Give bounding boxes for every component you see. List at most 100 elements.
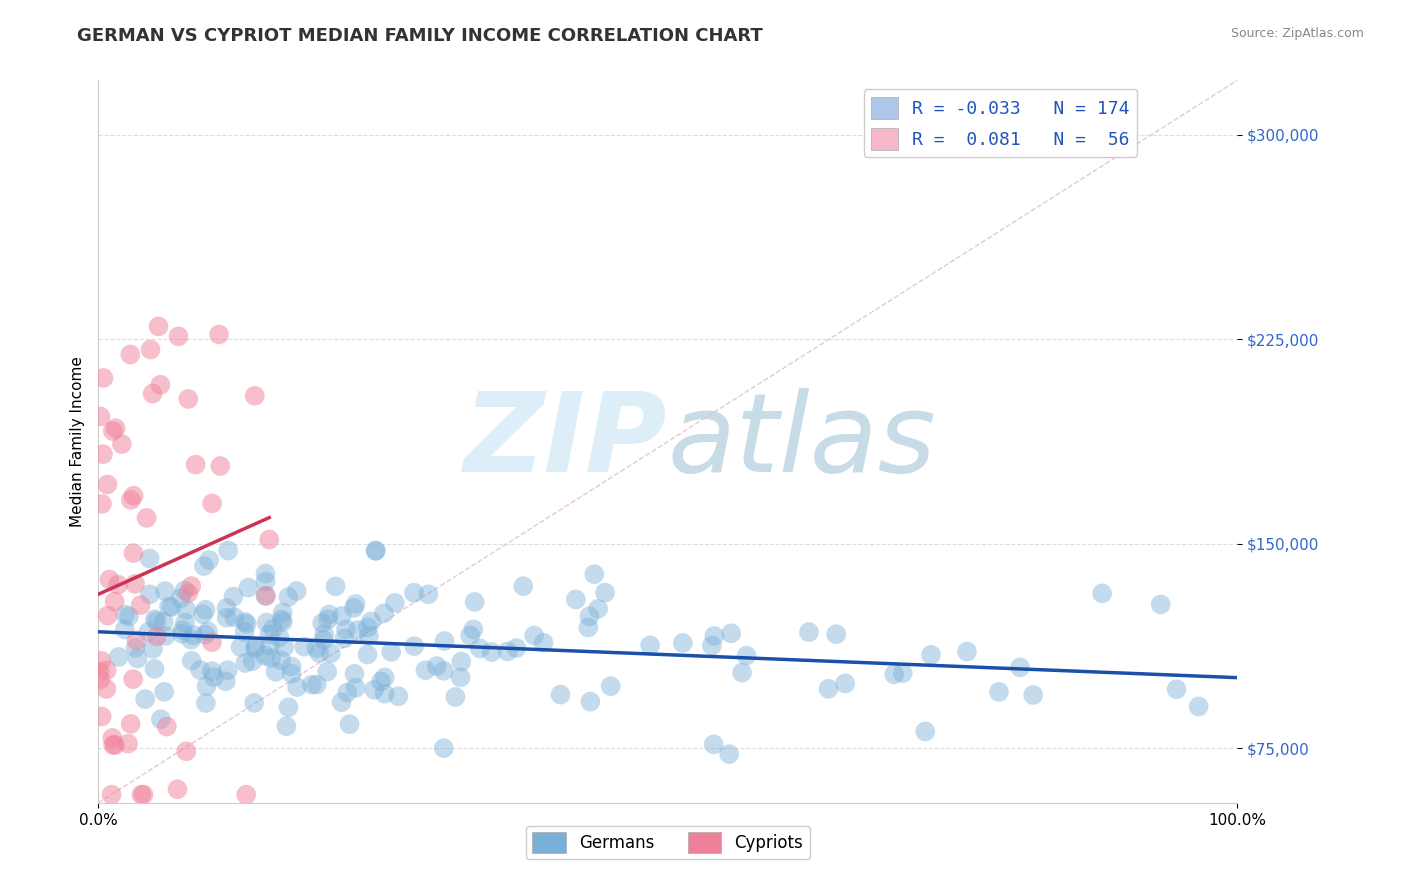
Point (316, 612, 339, 626)
Point (357, 629, 380, 643)
Point (254, 589, 277, 603)
Point (93, 371, 115, 385)
Point (797, 625, 820, 640)
Point (374, 687, 396, 701)
Point (731, 665, 754, 680)
Point (599, 679, 621, 693)
Point (229, 640, 252, 654)
Point (173, 583, 195, 598)
Point (259, 627, 281, 641)
Point (433, 634, 456, 648)
Point (202, 670, 225, 684)
Point (280, 659, 302, 673)
Point (149, 377, 172, 392)
Point (718, 747, 741, 761)
Text: Source: ZipAtlas.com: Source: ZipAtlas.com (1230, 27, 1364, 40)
Point (450, 655, 472, 669)
Point (578, 609, 600, 624)
Point (143, 662, 166, 676)
Point (91, 447, 114, 461)
Point (172, 623, 194, 637)
Point (215, 601, 238, 615)
Point (259, 533, 281, 547)
Point (370, 674, 392, 689)
Point (256, 615, 278, 630)
Point (576, 620, 599, 634)
Point (201, 635, 224, 649)
Point (153, 685, 176, 699)
Point (152, 615, 174, 629)
Point (138, 624, 160, 639)
Point (125, 633, 148, 648)
Point (292, 640, 315, 654)
Point (222, 590, 245, 604)
Point (270, 613, 292, 627)
Point (193, 559, 215, 574)
Point (142, 641, 165, 656)
Point (149, 712, 172, 726)
Point (402, 585, 425, 599)
Point (217, 663, 239, 677)
Point (259, 639, 281, 653)
Point (155, 629, 177, 643)
Point (166, 782, 188, 797)
Point (254, 566, 277, 581)
Point (170, 591, 193, 606)
Point (308, 646, 330, 660)
Point (174, 744, 197, 758)
Point (703, 629, 725, 643)
Point (817, 681, 839, 696)
Point (735, 648, 758, 663)
Point (505, 640, 527, 655)
Point (374, 670, 396, 684)
Point (336, 685, 359, 699)
Point (235, 656, 257, 670)
Point (285, 584, 308, 599)
Point (235, 788, 257, 802)
Point (104, 421, 127, 435)
Point (343, 666, 366, 681)
Point (208, 327, 231, 342)
Point (122, 546, 145, 560)
Point (988, 685, 1011, 699)
Point (586, 601, 609, 615)
Point (101, 424, 124, 438)
Point (325, 579, 347, 593)
Point (415, 663, 437, 677)
Point (254, 589, 277, 603)
Y-axis label: Median Family Income: Median Family Income (69, 356, 84, 527)
Point (195, 679, 218, 693)
Point (90, 709, 112, 723)
Point (311, 615, 333, 630)
Point (142, 386, 165, 401)
Point (330, 609, 353, 624)
Point (335, 623, 357, 637)
Point (444, 690, 467, 704)
Point (316, 665, 339, 679)
Point (134, 692, 156, 706)
Point (245, 640, 267, 654)
Point (273, 640, 295, 655)
Point (96, 477, 118, 491)
Point (191, 607, 214, 622)
Point (233, 625, 256, 640)
Point (357, 620, 380, 634)
Point (124, 577, 146, 591)
Point (184, 458, 207, 472)
Point (319, 646, 342, 660)
Point (124, 640, 146, 655)
Point (533, 636, 555, 650)
Point (565, 592, 588, 607)
Point (384, 596, 406, 610)
Point (271, 606, 294, 620)
Legend: Germans, Cypriots: Germans, Cypriots (526, 826, 810, 860)
Point (120, 347, 142, 361)
Point (1091, 586, 1114, 600)
Point (305, 641, 328, 656)
Point (463, 623, 485, 637)
Point (333, 632, 356, 646)
Point (132, 788, 155, 802)
Point (254, 574, 277, 589)
Point (301, 678, 323, 692)
Point (114, 607, 136, 622)
